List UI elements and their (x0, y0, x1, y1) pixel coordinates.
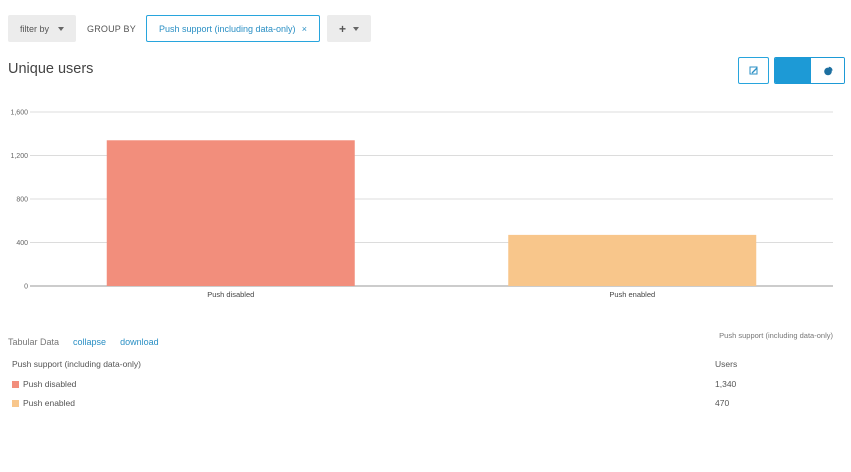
legend-swatch (12, 399, 19, 407)
x-tick-label: Push enabled (609, 290, 655, 299)
legend-swatch (12, 380, 19, 388)
bar-chart: 0 400 800 1,200 1,600 Push disabled Push enabl… (10, 110, 833, 299)
pie-chart-icon (823, 66, 833, 75)
bar[interactable] (106, 140, 355, 286)
tabular-data-header: Tabular Data collapse download (8, 337, 159, 347)
chevron-down-icon (58, 26, 64, 31)
group-by-label: GROUP BY (87, 23, 136, 34)
y-tick-label: 0 (24, 284, 28, 291)
row-label: Push enabled (23, 398, 75, 408)
tabular-data-label: Tabular Data (8, 337, 60, 347)
edit-icon (749, 66, 757, 74)
y-tick-label: 1,600 (10, 110, 28, 117)
y-tick-label: 1,200 (10, 153, 28, 160)
add-group-button[interactable]: + (326, 15, 371, 42)
y-tick-label: 400 (16, 240, 28, 247)
bar-chart-toggle[interactable] (775, 58, 811, 83)
filter-by-button[interactable]: filter by (8, 15, 76, 42)
chart-type-toggle (774, 57, 845, 84)
download-link[interactable]: download (120, 337, 159, 347)
row-value: 470 (715, 398, 730, 408)
page-title: Unique users (8, 61, 94, 77)
close-icon[interactable]: × (301, 23, 307, 34)
x-tick-label: Push disabled (207, 290, 254, 299)
edit-button[interactable] (738, 57, 769, 84)
pie-chart-toggle[interactable] (811, 58, 844, 83)
group-by-chip-label: Push support (including data-only) (158, 23, 296, 34)
filter-toolbar: filter by GROUP BY Push support (includi… (8, 15, 371, 42)
y-tick-label: 800 (16, 197, 28, 204)
table-header-group: Push support (including data-only) (12, 359, 141, 369)
table-header-users: Users (715, 359, 738, 369)
table-row: Push disabled (12, 379, 76, 389)
row-label: Push disabled (23, 379, 77, 389)
filter-by-label: filter by (20, 23, 50, 34)
row-value: 1,340 (715, 379, 737, 389)
collapse-link[interactable]: collapse (73, 337, 107, 347)
legend-title: Push support (including data-only) (719, 331, 833, 340)
bar[interactable] (508, 234, 757, 286)
chevron-down-icon (352, 26, 359, 31)
group-by-chip[interactable]: Push support (including data-only) × (145, 15, 320, 42)
plus-icon: + (338, 21, 346, 36)
table-row: Push enabled (12, 398, 75, 408)
